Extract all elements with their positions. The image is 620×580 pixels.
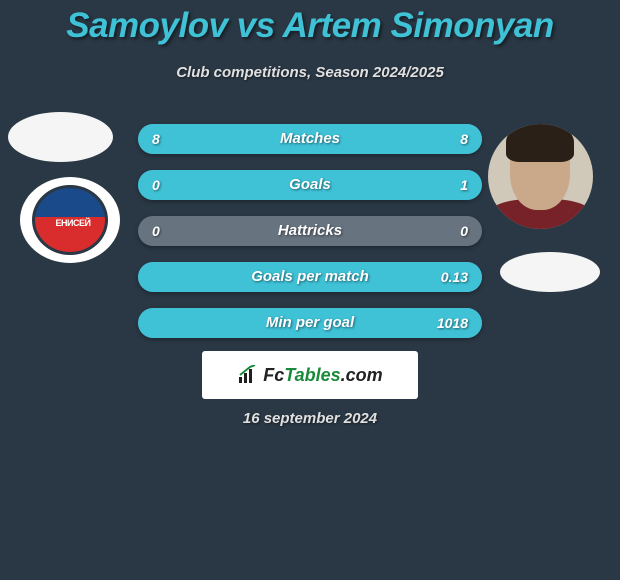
brand-tables: Tables bbox=[284, 365, 340, 385]
brand-box: FcTables.com bbox=[202, 351, 418, 399]
subtitle: Club competitions, Season 2024/2025 bbox=[0, 64, 620, 81]
player-left-club-badge: ЕНИСЕЙ bbox=[20, 177, 120, 263]
club-badge-text: ЕНИСЕЙ bbox=[35, 218, 111, 228]
stat-row: 0Goals1 bbox=[138, 170, 482, 200]
date-text: 16 september 2024 bbox=[0, 410, 620, 427]
stat-value-right: 1018 bbox=[437, 308, 468, 338]
stat-value-right: 0.13 bbox=[441, 262, 468, 292]
stats-container: 8Matches80Goals10Hattricks0Goals per mat… bbox=[138, 124, 482, 354]
stat-label: Min per goal bbox=[138, 308, 482, 338]
brand-fc: Fc bbox=[263, 365, 284, 385]
club-badge-icon: ЕНИСЕЙ bbox=[32, 185, 108, 255]
stat-row: 8Matches8 bbox=[138, 124, 482, 154]
stat-value-right: 1 bbox=[460, 170, 468, 200]
stat-row: Min per goal1018 bbox=[138, 308, 482, 338]
stat-label: Matches bbox=[138, 124, 482, 154]
stat-label: Hattricks bbox=[138, 216, 482, 246]
stat-label: Goals bbox=[138, 170, 482, 200]
stat-value-right: 0 bbox=[460, 216, 468, 246]
page-title: Samoylov vs Artem Simonyan bbox=[0, 0, 620, 46]
brand-com: .com bbox=[341, 365, 383, 385]
stat-value-right: 8 bbox=[460, 124, 468, 154]
player-right-club-badge bbox=[500, 252, 600, 292]
brand-text: FcTables.com bbox=[263, 365, 382, 386]
player-left-avatar bbox=[8, 112, 113, 162]
stat-row: Goals per match0.13 bbox=[138, 262, 482, 292]
stat-label: Goals per match bbox=[138, 262, 482, 292]
stat-row: 0Hattricks0 bbox=[138, 216, 482, 246]
chart-icon bbox=[237, 365, 259, 385]
player-right-avatar bbox=[488, 124, 593, 229]
